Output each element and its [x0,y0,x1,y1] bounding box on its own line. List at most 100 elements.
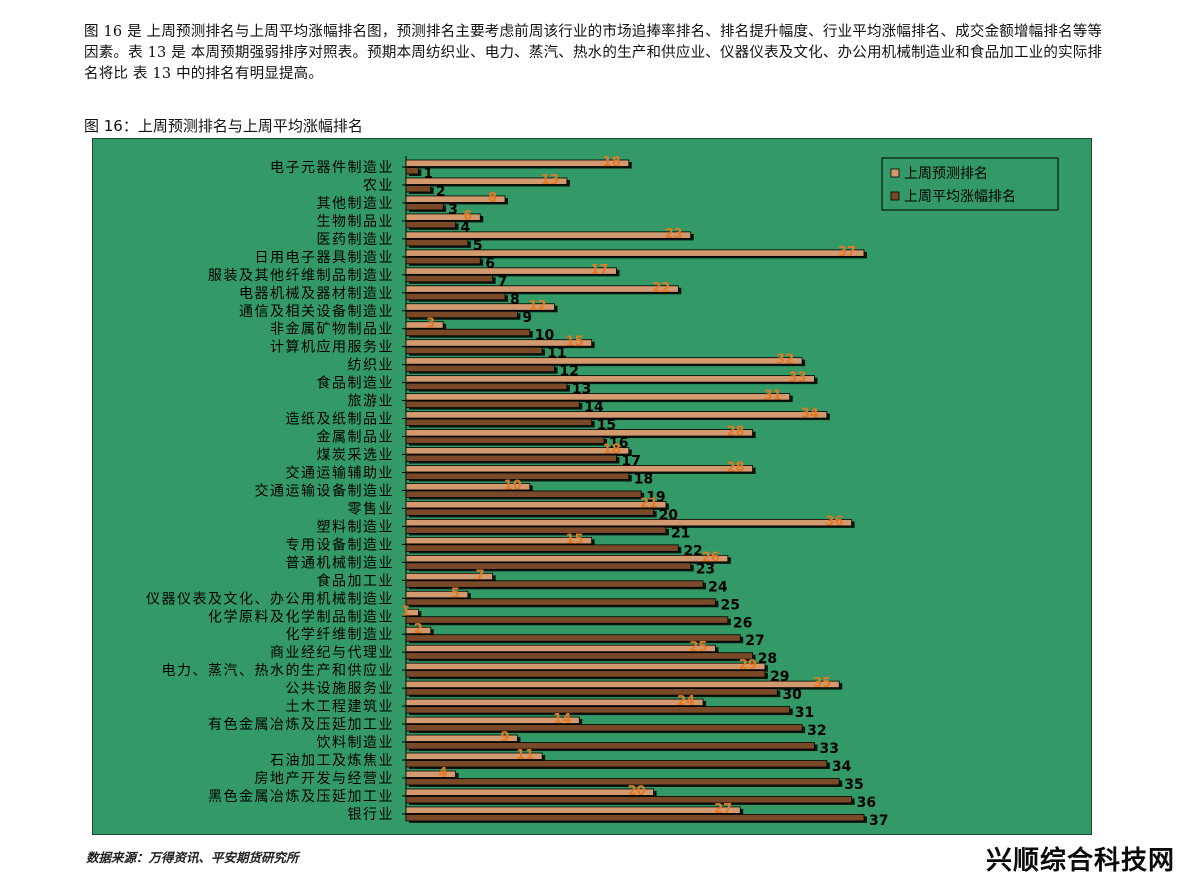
pred-value-label: 7 [476,568,485,583]
pred-bar [405,680,840,689]
pred-bar [405,249,865,257]
pred-value-label: 1 [401,604,410,619]
category-label: 日用电子器具制造业 [255,250,395,266]
category-label: 塑料制造业 [317,519,395,535]
category-label: 银行业 [348,807,395,823]
pred-value-label: 29 [739,658,757,673]
legend-box [881,157,1059,211]
avg-value-label: 37 [869,813,888,829]
pred-bar [405,734,518,742]
category-label: 医药制造业 [317,232,395,248]
data-source-note: 数据来源：万得资讯、平安期货研究所 [86,850,299,865]
category-label: 电子元器件制造业 [270,160,394,176]
category-label: 煤炭采选业 [317,448,395,464]
avg-value-label: 2 [436,184,446,200]
pred-bar [405,662,766,671]
category-label: 商业经纪与代理业 [270,645,394,661]
avg-bar [405,652,753,660]
pred-value-label: 3 [426,317,435,332]
avg-value-label: 26 [733,615,752,631]
avg-bar [405,454,617,462]
category-label: 农业 [363,178,394,194]
pred-bar [405,213,481,221]
pred-bar [405,429,753,437]
avg-bar [405,724,803,732]
pred-value-label: 32 [776,353,794,368]
avg-value-label: 4 [461,220,471,236]
category-label: 纺织业 [348,358,395,374]
pred-value-label: 15 [566,335,584,350]
pred-bar [405,159,630,167]
pred-value-label: 33 [788,371,806,386]
avg-bar [405,328,531,337]
category-label: 计算机应用服务业 [270,339,394,356]
avg-bar [405,796,853,804]
legend-swatch-avg [890,191,900,201]
pred-value-label: 9 [500,730,509,745]
pred-bar [405,231,692,239]
category-label: 饮料制造业 [317,735,395,751]
avg-bar [405,203,444,211]
pred-bar [405,501,667,509]
avg-bar [405,292,506,301]
avg-bar [405,508,654,516]
pred-value-label: 26 [702,550,720,565]
pred-value-label: 31 [764,389,782,404]
avg-value-label: 3 [448,202,458,218]
pred-bar [405,285,679,293]
avg-bar [405,526,667,534]
pred-bar [405,716,580,724]
avg-value-label: 33 [819,741,838,757]
category-label: 造纸及纸制品业 [286,412,395,428]
avg-value-label: 24 [708,579,728,595]
avg-value-label: 9 [522,310,532,326]
avg-value-label: 18 [634,471,653,487]
pred-bar [405,536,593,545]
avg-bar [405,221,456,229]
pred-value-label: 25 [689,640,707,655]
avg-bar [405,562,692,570]
pred-bar [405,177,568,185]
category-label: 旅游业 [348,394,395,410]
avg-bar [405,706,791,714]
avg-value-label: 23 [696,561,715,577]
category-label: 化学纤维制造业 [286,627,395,643]
pred-value-label: 14 [553,712,571,727]
pred-value-label: 20 [627,784,645,799]
chart-container: 电子元器件制造业 18 1 农业 13 2 其他制造业 8 3 生物制品业 6 4 医药制造业 23 5 日用… [92,138,1092,835]
avg-value-label: 30 [782,687,802,703]
category-label: 通信及相关设备制造业 [239,303,394,320]
avg-bar [405,238,469,247]
avg-bar [405,598,716,606]
avg-value-label: 8 [510,292,520,308]
avg-bar [405,634,741,642]
pred-value-label: 2 [414,622,423,637]
pred-value-label: 5 [451,586,460,601]
avg-value-label: 21 [671,525,690,541]
legend-label-avg: 上周平均涨幅排名 [904,189,1016,205]
pred-bar [405,393,791,401]
pred-value-label: 10 [504,478,522,493]
avg-bar [405,490,642,498]
avg-value-label: 36 [857,795,876,811]
pred-value-label: 27 [714,802,732,817]
category-label: 仪器仪表及文化、办公用机械制造业 [146,591,394,607]
avg-value-label: 5 [473,238,483,254]
pred-bar [405,357,803,365]
pred-value-label: 23 [665,227,683,242]
pred-bar [405,267,617,275]
legend-swatch-pred [890,168,900,178]
pred-bar [405,321,444,329]
avg-value-label: 27 [745,633,764,649]
legend-label-pred: 上周预测排名 [904,166,988,182]
avg-bar [405,814,865,822]
pred-value-label: 34 [801,407,819,422]
intro-paragraph: 图 16 是 上周预测排名与上周平均涨幅排名图，预测排名主要考虑前周该行业的市场… [84,24,1103,82]
category-label: 有色金属冶炼及压延加工业 [208,716,394,733]
pred-value-label: 4 [438,766,447,781]
category-label: 石油加工及炼焦业 [270,753,394,769]
pred-bar [405,806,741,814]
pred-bar [405,554,729,563]
category-label: 生物制品业 [317,214,395,230]
